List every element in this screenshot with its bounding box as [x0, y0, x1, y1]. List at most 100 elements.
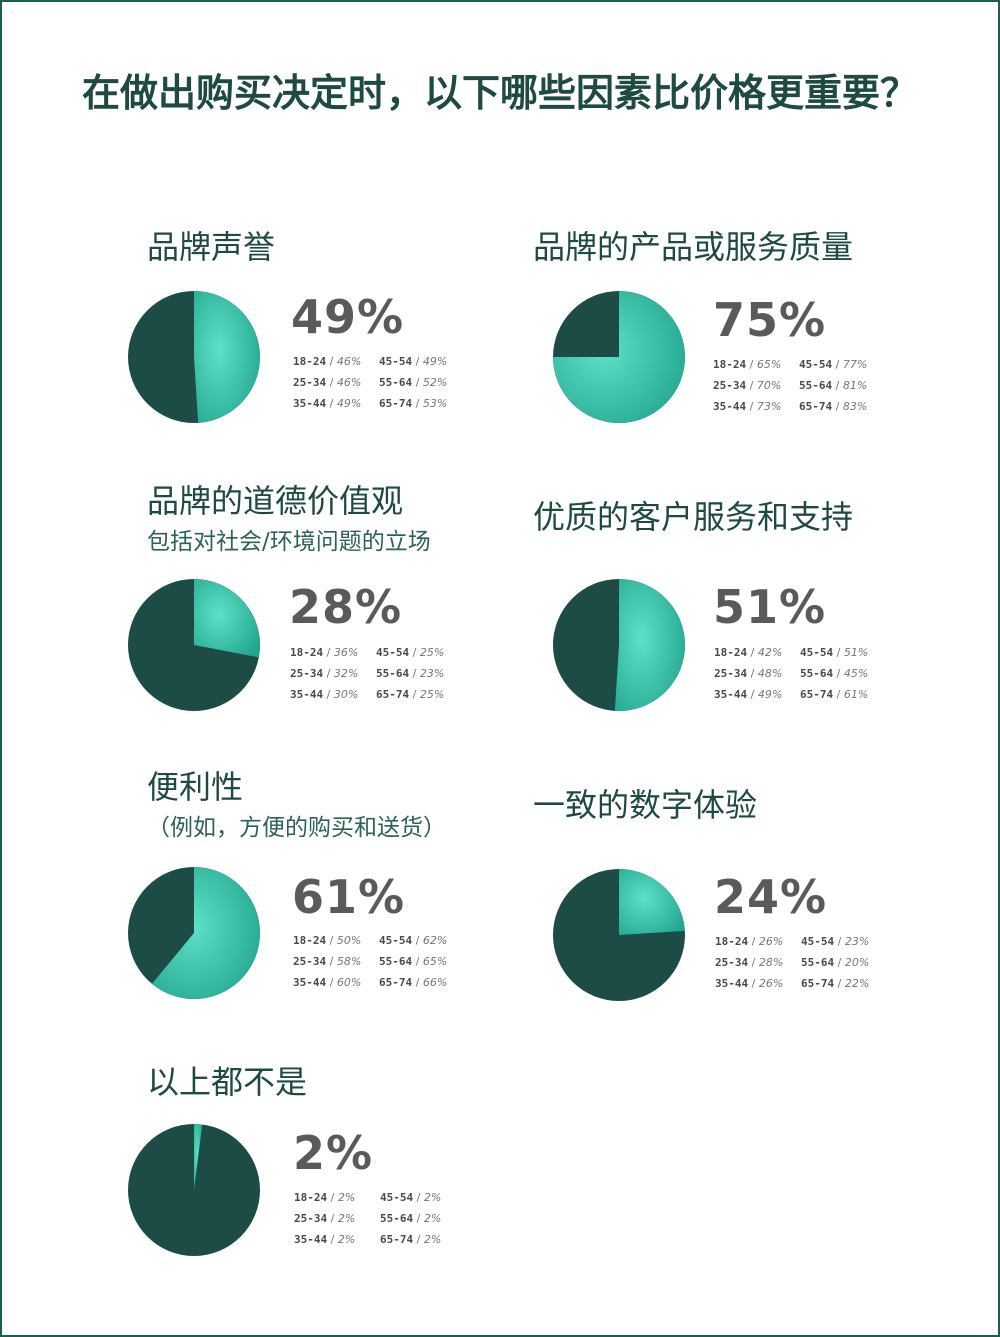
age-group-value: 25-34 / 32%: [290, 667, 376, 680]
age-group-label: 45-54: [380, 1191, 414, 1204]
separator: /: [832, 379, 843, 392]
chart-5-age-breakdown: 18-24 / 50% 45-54 / 62% 25-34 / 58% 55-64 /…: [293, 934, 465, 989]
age-group-percent: 25%: [419, 688, 445, 701]
age-group-label: 35-44: [713, 400, 747, 413]
chart-4-percent: 51%: [713, 580, 827, 634]
age-group-label: 35-44: [290, 688, 324, 701]
age-group-label: 55-64: [801, 956, 835, 969]
age-group-percent: 51%: [843, 646, 869, 659]
age-group-percent: 20%: [844, 956, 870, 969]
age-group-label: 45-54: [801, 935, 835, 948]
age-group-value: 35-44 / 26%: [715, 977, 801, 990]
age-group-percent: 52%: [422, 376, 448, 389]
separator: /: [323, 667, 334, 680]
age-group-percent: 28%: [758, 956, 784, 969]
age-group-percent: 49%: [422, 355, 448, 368]
chart-1-title: 品牌声誉: [147, 228, 276, 266]
chart-1-slice-value: [194, 291, 261, 423]
separator: /: [409, 646, 420, 659]
age-group-label: 55-64: [800, 667, 834, 680]
age-group-label: 35-44: [715, 977, 749, 990]
age-group-value: 55-64 / 2%: [380, 1212, 466, 1225]
age-group-label: 25-34: [293, 376, 327, 389]
age-group-percent: 2%: [337, 1191, 356, 1204]
age-group-value: 55-64 / 23%: [376, 667, 462, 680]
chart-1-percent: 49%: [291, 290, 405, 344]
chart-3-title: 品牌的道德价值观: [147, 482, 404, 520]
chart-3-slice-value: [194, 579, 260, 658]
age-group-value: 45-54 / 77%: [799, 358, 885, 371]
age-group-label: 35-44: [714, 688, 748, 701]
age-group-label: 45-54: [379, 355, 413, 368]
chart-6-pie: [553, 869, 685, 1001]
age-group-percent: 42%: [757, 646, 783, 659]
age-group-label: 25-34: [290, 667, 324, 680]
age-group-label: 65-74: [800, 688, 834, 701]
age-group-percent: 58%: [336, 955, 362, 968]
age-group-percent: 66%: [422, 976, 448, 989]
separator: /: [412, 955, 423, 968]
age-group-label: 18-24: [290, 646, 324, 659]
age-group-label: 18-24: [714, 646, 748, 659]
chart-4-age-breakdown: 18-24 / 42% 45-54 / 51% 25-34 / 48% 55-64 /…: [714, 646, 886, 701]
age-group-value: 18-24 / 65%: [713, 358, 799, 371]
chart-2-slice-value: [553, 291, 685, 423]
chart-1-pie: [128, 291, 261, 423]
separator: /: [748, 956, 759, 969]
age-group-value: 65-74 / 61%: [800, 688, 886, 701]
chart-5-slice-value: [151, 867, 260, 999]
age-group-label: 25-34: [713, 379, 747, 392]
age-group-label: 65-74: [379, 397, 413, 410]
age-group-percent: 23%: [844, 935, 870, 948]
separator: /: [747, 646, 758, 659]
age-group-label: 35-44: [293, 976, 327, 989]
age-group-percent: 2%: [423, 1212, 442, 1225]
age-group-label: 45-54: [379, 934, 413, 947]
separator: /: [323, 688, 334, 701]
age-group-percent: 23%: [419, 667, 445, 680]
age-group-label: 45-54: [800, 646, 834, 659]
age-group-percent: 46%: [336, 355, 362, 368]
age-group-percent: 45%: [843, 667, 869, 680]
age-group-value: 45-54 / 49%: [379, 355, 465, 368]
age-group-label: 35-44: [294, 1233, 328, 1246]
age-group-label: 55-64: [379, 376, 413, 389]
chart-5-subtitle: （例如，方便的购买和送货）: [147, 815, 446, 841]
age-group-label: 55-64: [376, 667, 410, 680]
age-group-value: 55-64 / 81%: [799, 379, 885, 392]
age-group-label: 25-34: [293, 955, 327, 968]
age-group-label: 25-34: [714, 667, 748, 680]
separator: /: [746, 358, 757, 371]
separator: /: [834, 977, 845, 990]
separator: /: [833, 688, 844, 701]
separator: /: [833, 646, 844, 659]
age-group-value: 35-44 / 60%: [293, 976, 379, 989]
age-group-percent: 65%: [422, 955, 448, 968]
chart-5-pie: [128, 867, 260, 999]
age-group-label: 45-54: [376, 646, 410, 659]
age-group-value: 55-64 / 52%: [379, 376, 465, 389]
age-group-value: 18-24 / 36%: [290, 646, 376, 659]
page-title: 在做出购买决定时，以下哪些因素比价格更重要？: [81, 71, 918, 115]
chart-7-percent: 2%: [293, 1126, 374, 1180]
age-group-label: 35-44: [293, 397, 327, 410]
chart-4-title: 优质的客户服务和支持: [533, 498, 854, 536]
age-group-value: 35-44 / 49%: [293, 397, 379, 410]
separator: /: [409, 688, 420, 701]
chart-6-slice-value: [619, 869, 685, 935]
age-group-percent: 30%: [333, 688, 359, 701]
chart-6-percent: 24%: [714, 870, 828, 924]
chart-7-age-breakdown: 18-24 / 2% 45-54 / 2% 25-34 / 2% 55-64 / 2%…: [294, 1191, 466, 1246]
chart-6-title: 一致的数字体验: [533, 786, 758, 824]
age-group-value: 45-54 / 2%: [380, 1191, 466, 1204]
separator: /: [832, 400, 843, 413]
chart-4-pie: [553, 579, 685, 711]
age-group-value: 18-24 / 46%: [293, 355, 379, 368]
separator: /: [413, 1233, 424, 1246]
age-group-label: 65-74: [801, 977, 835, 990]
chart-7-pie: [128, 1124, 260, 1256]
separator: /: [833, 667, 844, 680]
age-group-value: 25-34 / 58%: [293, 955, 379, 968]
separator: /: [326, 976, 337, 989]
age-group-label: 65-74: [376, 688, 410, 701]
